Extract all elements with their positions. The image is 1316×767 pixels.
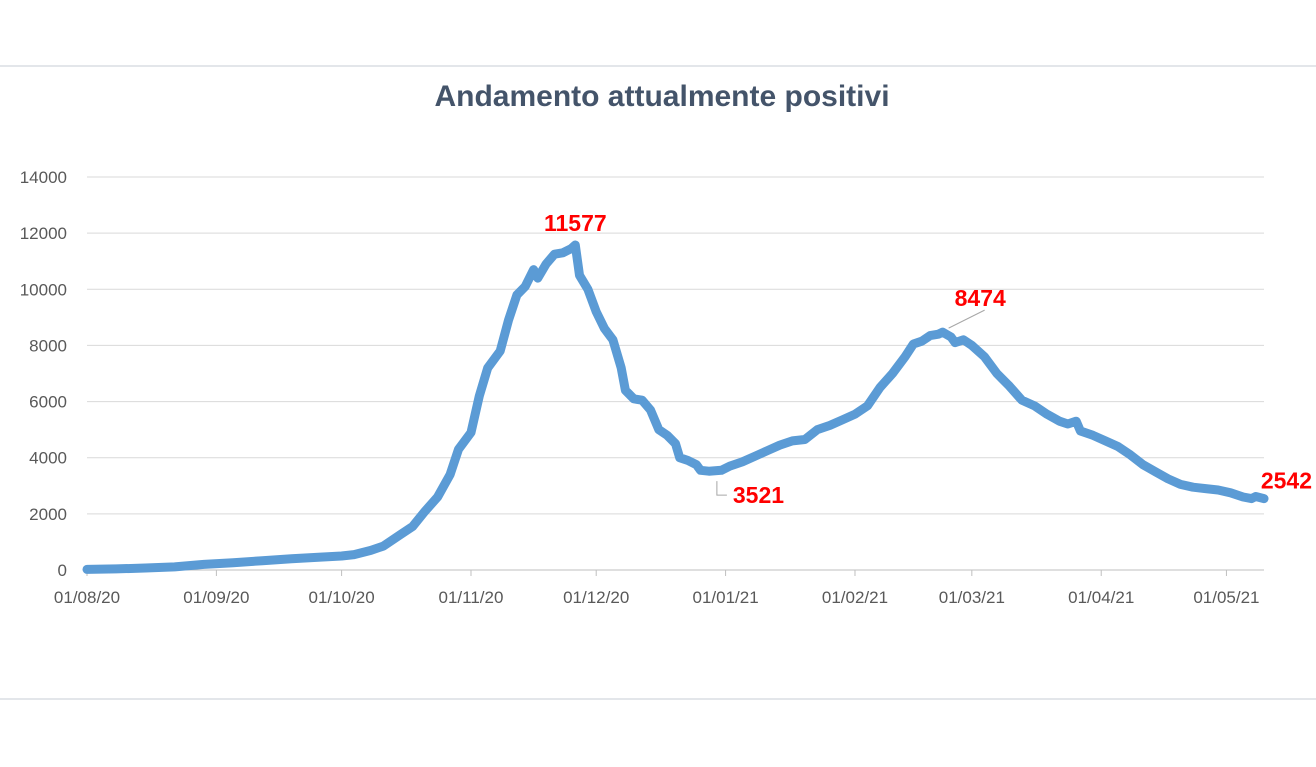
x-tick-label: 01/02/21	[822, 588, 888, 607]
top-divider	[0, 65, 1316, 67]
y-tick-label: 6000	[29, 393, 67, 412]
x-tick-label: 01/04/21	[1068, 588, 1134, 607]
x-tick-label: 01/03/21	[939, 588, 1005, 607]
y-tick-label: 4000	[29, 449, 67, 468]
x-tick-label: 01/05/21	[1193, 588, 1259, 607]
leader-line	[948, 309, 985, 329]
gridlines	[87, 176, 1264, 571]
y-tick-label: 0	[58, 561, 67, 580]
y-tick-label: 14000	[20, 168, 67, 187]
data-label: 8474	[955, 285, 1006, 311]
x-tick-label: 01/09/20	[183, 588, 249, 607]
bottom-divider	[0, 698, 1316, 700]
series-layer	[82, 240, 1269, 574]
leader-line	[716, 481, 727, 496]
y-tick-label: 2000	[29, 505, 67, 524]
data-label: 3521	[733, 482, 784, 508]
series-line	[82, 240, 1269, 574]
y-axis-ticks: 0 2000 4000 6000 8000 10000 12000 14000	[20, 168, 67, 580]
chart-title: Andamento attualmente positivi	[434, 80, 889, 113]
x-axis-ticks: 01/08/20 01/09/20 01/10/20 01/11/20 01/12/20…	[54, 570, 1260, 607]
y-tick-label: 12000	[20, 224, 67, 243]
x-tick-label: 01/01/21	[692, 588, 758, 607]
x-tick-label: 01/11/20	[439, 588, 504, 607]
x-tick-label: 01/08/20	[54, 588, 120, 607]
data-label: 11577	[544, 210, 607, 236]
x-tick-label: 01/10/20	[309, 588, 375, 607]
data-label: 2542	[1261, 468, 1312, 494]
x-tick-label: 01/12/20	[563, 588, 629, 607]
y-tick-label: 10000	[20, 280, 67, 299]
y-tick-label: 8000	[29, 336, 67, 355]
data-labels: 11577 3521 8474 2542	[544, 210, 1312, 508]
